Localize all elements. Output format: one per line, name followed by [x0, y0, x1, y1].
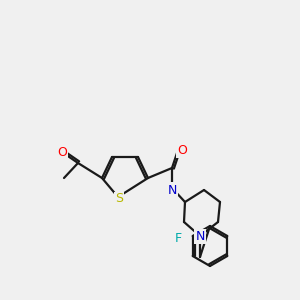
Text: S: S: [115, 193, 123, 206]
Text: O: O: [177, 143, 187, 157]
Text: N: N: [167, 184, 177, 196]
Text: O: O: [57, 146, 67, 158]
Text: F: F: [175, 232, 182, 244]
Text: N: N: [195, 230, 205, 242]
Text: H: H: [165, 183, 173, 193]
